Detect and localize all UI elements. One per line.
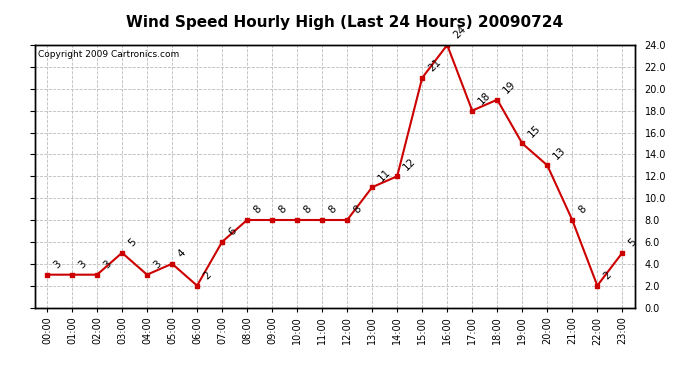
Text: 24: 24: [451, 24, 468, 41]
Text: 8: 8: [326, 204, 338, 216]
Text: 11: 11: [376, 166, 393, 183]
Text: 5: 5: [627, 237, 638, 249]
Text: 6: 6: [226, 226, 238, 238]
Text: 13: 13: [551, 145, 568, 161]
Text: 2: 2: [602, 270, 613, 282]
Text: 19: 19: [502, 79, 518, 96]
Text: Wind Speed Hourly High (Last 24 Hours) 20090724: Wind Speed Hourly High (Last 24 Hours) 2…: [126, 15, 564, 30]
Text: 8: 8: [351, 204, 363, 216]
Text: 15: 15: [526, 123, 543, 139]
Text: 3: 3: [151, 259, 163, 270]
Text: 3: 3: [76, 259, 88, 270]
Text: 8: 8: [276, 204, 288, 216]
Text: 8: 8: [576, 204, 588, 216]
Text: 3: 3: [101, 259, 113, 270]
Text: 3: 3: [51, 259, 63, 270]
Text: 18: 18: [476, 90, 493, 106]
Text: 21: 21: [426, 57, 443, 74]
Text: 5: 5: [126, 237, 138, 249]
Text: 8: 8: [251, 204, 263, 216]
Text: Copyright 2009 Cartronics.com: Copyright 2009 Cartronics.com: [37, 50, 179, 59]
Text: 4: 4: [176, 248, 188, 259]
Text: 8: 8: [302, 204, 313, 216]
Text: 2: 2: [201, 270, 213, 282]
Text: 12: 12: [402, 156, 417, 172]
